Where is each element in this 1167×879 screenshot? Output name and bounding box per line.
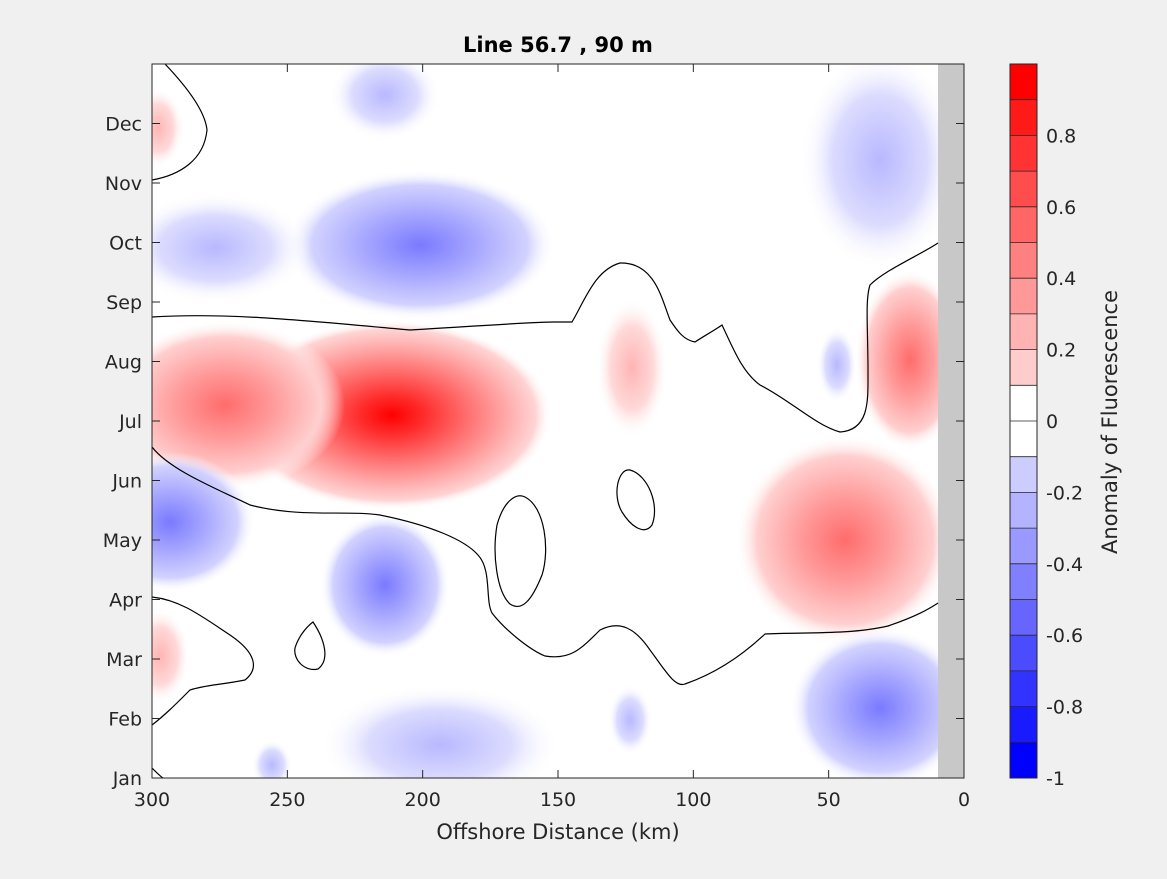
y-tick-label: Feb	[108, 709, 142, 731]
colorbar-segment	[1010, 635, 1037, 672]
colorbar-tick-label: 0.8	[1046, 125, 1076, 147]
colorbar-segment	[1010, 313, 1037, 351]
y-tick-label: Mar	[106, 649, 142, 671]
colorbar-segment	[1010, 456, 1037, 493]
colorbar-tick-label: -0.4	[1046, 554, 1083, 576]
x-tick-label: 300	[134, 789, 170, 811]
anomaly-patch-positive-aug-20km	[855, 270, 964, 450]
colorbar-segment	[1010, 206, 1037, 243]
zero-contour-loop-jun	[616, 469, 656, 531]
colorbar-tick-label: 0.6	[1046, 197, 1076, 219]
y-tick-label: Sep	[106, 292, 142, 314]
colorbar-segment	[1010, 385, 1037, 422]
anomaly-patch-positive-dec-298km	[152, 88, 184, 168]
x-axis: 300 250 200 150 100 50 0	[134, 64, 970, 811]
colorbar-tick-label: -0.8	[1046, 697, 1083, 719]
anomaly-patch-negative-feb-115km	[608, 685, 652, 755]
colorbar-segment	[1010, 421, 1037, 458]
colorbar-segment	[1010, 242, 1037, 279]
colorbar-segment	[1010, 349, 1037, 386]
zero-contour-lower	[152, 596, 254, 726]
colorbar-segment	[1010, 64, 1037, 101]
chart-title: Line 56.7 , 90 m	[463, 33, 653, 57]
colorbar-segment	[1010, 742, 1037, 779]
y-tick-label: Jun	[111, 471, 142, 493]
anomaly-patch-negative-apr-215km	[320, 513, 450, 657]
anomaly-patch-negative-jan-255km	[252, 740, 292, 778]
x-tick-label: 150	[540, 789, 576, 811]
y-tick-label: Aug	[105, 352, 142, 374]
anomaly-patch-negative-aug-45km	[817, 327, 857, 403]
x-tick-label: 0	[958, 789, 970, 811]
x-tick-label: 250	[269, 789, 305, 811]
y-axis: Jan Feb Mar Apr May Jun Jul Aug Sep Oct Nov Dec	[103, 114, 964, 790]
x-axis-label: Offshore Distance (km)	[436, 820, 679, 844]
anomaly-patch-negative-nov-35km	[800, 64, 960, 270]
colorbar-tick-label: 0	[1046, 411, 1058, 433]
anomaly-patch-negative-oct-290km	[152, 193, 310, 303]
anomaly-patch-positive-jul-270km	[152, 320, 345, 490]
y-tick-label: Nov	[105, 173, 142, 195]
colorbar-segment	[1010, 706, 1037, 743]
colorbar: 0.8 0.6 0.4 0.2 0 -0.2 -0.4 -0.6 -0.8 -1	[1009, 63, 1083, 790]
contour-fill	[152, 64, 964, 778]
zero-contour-middle	[152, 446, 939, 686]
zero-contour-upper	[152, 242, 939, 433]
colorbar-label: Anomaly of Fluorescence	[1098, 290, 1122, 554]
colorbar-tick-label: -1	[1046, 768, 1065, 790]
anomaly-patch-positive-may-42km	[735, 435, 955, 645]
colorbar-segment	[1010, 563, 1037, 600]
colorbar-segment	[1010, 492, 1037, 529]
zero-contour-loop-mar	[294, 621, 326, 671]
y-tick-label: Dec	[105, 114, 142, 136]
y-tick-label: Jul	[118, 411, 142, 433]
colorbar-frame	[1009, 63, 1038, 779]
anomaly-patch-negative-jan-200km	[320, 685, 560, 778]
colorbar-tick-label: -0.2	[1046, 482, 1083, 504]
colorbar-segment	[1010, 278, 1037, 315]
zero-contour-loop-may	[494, 495, 547, 607]
colorbar-segment	[1010, 528, 1037, 565]
zero-contour-top-edge	[152, 767, 164, 778]
zero-contour-top	[152, 64, 208, 181]
anomaly-patch-negative-feb-30km	[790, 628, 964, 778]
y-tick-label: Oct	[109, 233, 142, 255]
x-tick-label: 100	[675, 789, 711, 811]
y-tick-label: Apr	[109, 590, 142, 612]
colorbar-tick-label: 0.4	[1046, 268, 1076, 290]
colorbar-segment	[1010, 171, 1037, 208]
y-tick-label: May	[103, 530, 142, 552]
y-tick-label: Jan	[112, 768, 142, 790]
x-tick-label: 50	[817, 789, 841, 811]
colorbar-segment	[1010, 135, 1037, 172]
anomaly-patch-positive-mar-298km	[152, 608, 190, 704]
colorbar-tick-label: 0.2	[1046, 340, 1076, 362]
x-tick-label: 200	[405, 789, 441, 811]
zero-contours	[152, 64, 939, 778]
colorbar-segment	[1010, 670, 1037, 708]
colorbar-tick-label: -0.6	[1046, 625, 1083, 647]
anomaly-patch-positive-aug-125km	[596, 298, 668, 438]
anomaly-patch-negative-oct-215km	[285, 170, 555, 320]
anomaly-patch-negative-may-300km	[152, 452, 255, 592]
colorbar-segment	[1010, 599, 1037, 636]
colorbar-segment	[1010, 99, 1037, 136]
anomaly-patch-negative-dec-215km	[330, 64, 440, 140]
